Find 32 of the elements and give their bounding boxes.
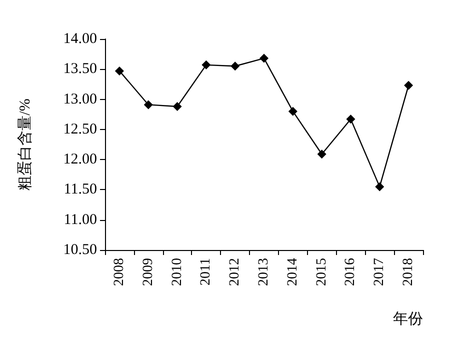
y-tick-label: 10.50 — [63, 242, 97, 258]
x-tick-label: 2013 — [256, 258, 272, 286]
y-tick-label: 11.00 — [64, 212, 97, 228]
x-axis-title: 年份 — [393, 310, 423, 328]
y-tick-label: 11.50 — [64, 182, 97, 198]
y-axis-title: 粗蛋白含量/% — [16, 98, 34, 190]
y-tick-label: 13.50 — [63, 61, 97, 78]
point — [375, 182, 384, 192]
x-tick-label: 2015 — [314, 258, 330, 286]
point — [144, 100, 153, 110]
point — [346, 114, 356, 124]
x-tick-label: 2008 — [112, 258, 127, 286]
point — [288, 106, 298, 116]
point — [317, 150, 326, 159]
y-tick-label: 14.00 — [63, 31, 97, 47]
y-tick-label: 12.50 — [63, 121, 97, 138]
point — [260, 54, 268, 63]
x-tick-label: 2014 — [285, 258, 300, 286]
x-tick-label: 2012 — [228, 258, 243, 286]
x-tick-label: 2017 — [372, 258, 388, 286]
y-tick-label: 12.00 — [63, 152, 97, 168]
x-tick-label: 2010 — [170, 258, 185, 286]
point — [114, 66, 124, 76]
point — [202, 60, 211, 70]
point — [172, 102, 182, 112]
x-tick-label: 2009 — [140, 258, 156, 286]
x-tick-label: 2011 — [198, 258, 214, 286]
y-tick-label: 13.00 — [63, 91, 97, 108]
point — [230, 62, 240, 71]
point — [404, 80, 414, 90]
x-tick-label: 2018 — [401, 258, 416, 286]
x-tick-label: 2016 — [343, 258, 358, 286]
